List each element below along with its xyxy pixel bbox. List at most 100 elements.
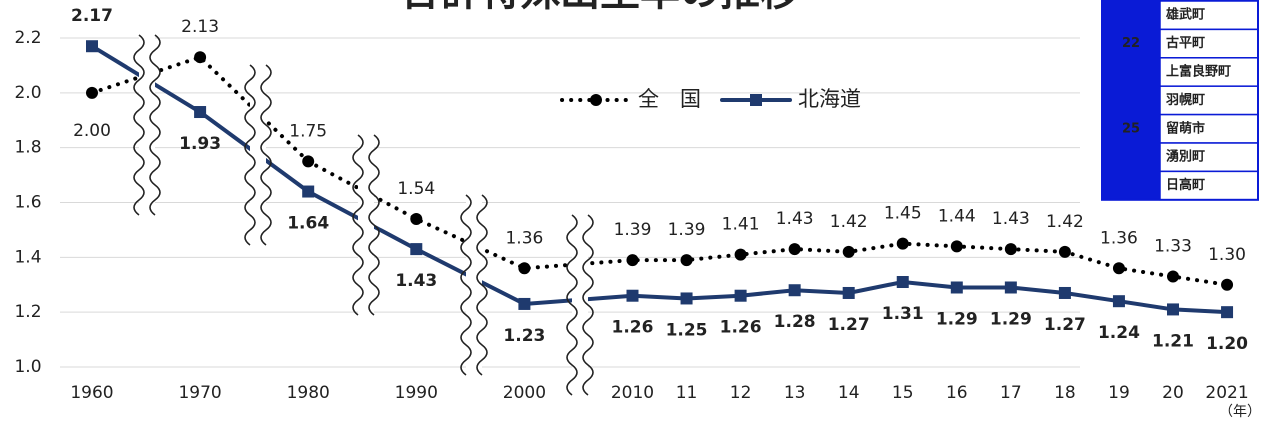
legend: 全 国 北海道 xyxy=(560,87,861,111)
x-tick-label: 1960 xyxy=(70,383,113,403)
x-tick-label: 15 xyxy=(892,383,914,403)
table-name: 留萌市 xyxy=(1166,120,1205,136)
axis-breaks xyxy=(133,34,594,396)
x-tick-label: 1980 xyxy=(287,383,330,403)
data-label: 1.29 xyxy=(936,309,978,329)
data-label: 1.28 xyxy=(774,312,816,332)
table-name: 上富良野町 xyxy=(1166,64,1231,80)
point xyxy=(1112,262,1125,275)
data-label: 1.27 xyxy=(828,315,870,335)
x-tick-label: 17 xyxy=(1000,383,1022,403)
point xyxy=(680,254,693,267)
y-tick-label: 1.8 xyxy=(14,138,41,158)
break-line xyxy=(133,34,145,216)
break-fill xyxy=(572,215,588,395)
x-tick-label: 20 xyxy=(1162,383,1184,403)
point xyxy=(1167,303,1179,316)
table-rank: 22 xyxy=(1122,36,1140,51)
break-line xyxy=(566,214,578,396)
break-fill xyxy=(250,65,266,245)
break-line xyxy=(460,194,472,376)
legend-marker xyxy=(750,94,762,106)
point xyxy=(950,240,963,253)
break-line xyxy=(149,34,161,216)
y-tick-label: 2.2 xyxy=(14,28,41,48)
point xyxy=(734,289,747,302)
legend-marker xyxy=(590,94,602,106)
point xyxy=(1058,245,1071,258)
table-name: 古平町 xyxy=(1166,35,1205,51)
lines xyxy=(86,40,1234,319)
data-label: 2.00 xyxy=(73,121,111,141)
x-axis-label: （年） xyxy=(1219,404,1261,420)
y-tick-label: 1.2 xyxy=(14,302,41,322)
data-label: 1.24 xyxy=(1098,323,1140,343)
data-label: 1.30 xyxy=(1208,245,1246,265)
break-line xyxy=(260,64,272,246)
x-tick-label: 2000 xyxy=(503,383,546,403)
data-label: 1.39 xyxy=(614,220,652,240)
point xyxy=(86,86,98,99)
data-label: 1.29 xyxy=(990,309,1032,329)
data-label: 1.43 xyxy=(992,209,1030,229)
break-line xyxy=(582,214,594,396)
data-label: 1.26 xyxy=(612,318,654,338)
break-fill xyxy=(358,135,374,315)
point xyxy=(950,281,963,294)
point xyxy=(626,289,639,302)
data-label: 2.13 xyxy=(181,17,219,37)
point xyxy=(680,292,693,305)
data-label: 1.36 xyxy=(1100,228,1138,248)
point xyxy=(626,254,639,267)
data-label: 1.75 xyxy=(289,121,327,141)
break-line xyxy=(352,134,364,316)
point xyxy=(194,106,207,119)
point xyxy=(896,276,909,289)
data-label: 1.43 xyxy=(395,271,437,291)
point xyxy=(1221,278,1234,291)
x-tick-label: 1970 xyxy=(178,383,221,403)
point xyxy=(734,248,747,261)
data-label: 1.41 xyxy=(722,215,760,235)
point xyxy=(518,297,531,310)
point xyxy=(842,245,855,258)
table-cell xyxy=(1159,57,1259,87)
x-tick-label: 11 xyxy=(676,383,698,403)
x-tick-label: 12 xyxy=(730,383,752,403)
data-label: 1.23 xyxy=(503,326,545,346)
data-label: 1.21 xyxy=(1152,331,1194,351)
grid: 1.0 1.2 1.4 1.6 1.8 2.0 2.2 1960 1970 1980 1990 200… xyxy=(14,28,1248,403)
table-rank-col xyxy=(1102,0,1160,200)
point xyxy=(410,243,423,256)
data-label: 1.54 xyxy=(397,179,435,199)
data-label: 1.43 xyxy=(776,209,814,229)
table-name: 湧別町 xyxy=(1166,149,1205,165)
table-rank: 25 xyxy=(1122,121,1140,136)
y-tick-label: 1.4 xyxy=(14,247,41,267)
break-line xyxy=(476,194,488,376)
point xyxy=(1058,286,1071,299)
x-tick-label: 2010 xyxy=(611,383,654,403)
table-name: 雄武町 xyxy=(1165,7,1205,23)
break-line xyxy=(368,134,380,316)
point xyxy=(1167,270,1179,283)
data-label: 1.33 xyxy=(1154,237,1192,257)
series-line xyxy=(90,54,1230,287)
break-line xyxy=(244,64,256,246)
point xyxy=(410,212,423,225)
data-label: 2.17 xyxy=(71,6,113,26)
data-label: 1.93 xyxy=(179,134,221,154)
y-tick-label: 1.6 xyxy=(14,193,41,213)
data-label: 1.44 xyxy=(938,206,976,226)
point xyxy=(1004,243,1017,256)
data-label: 1.20 xyxy=(1206,334,1248,354)
table-name: 日高町 xyxy=(1166,177,1205,193)
data-label: 1.42 xyxy=(830,212,868,232)
point xyxy=(1112,295,1125,308)
x-tick-label: 19 xyxy=(1108,383,1130,403)
x-tick-label: 13 xyxy=(784,383,806,403)
point xyxy=(518,262,531,275)
chart-title: 合計特殊出生率の推移 xyxy=(400,0,800,15)
point xyxy=(302,185,315,198)
